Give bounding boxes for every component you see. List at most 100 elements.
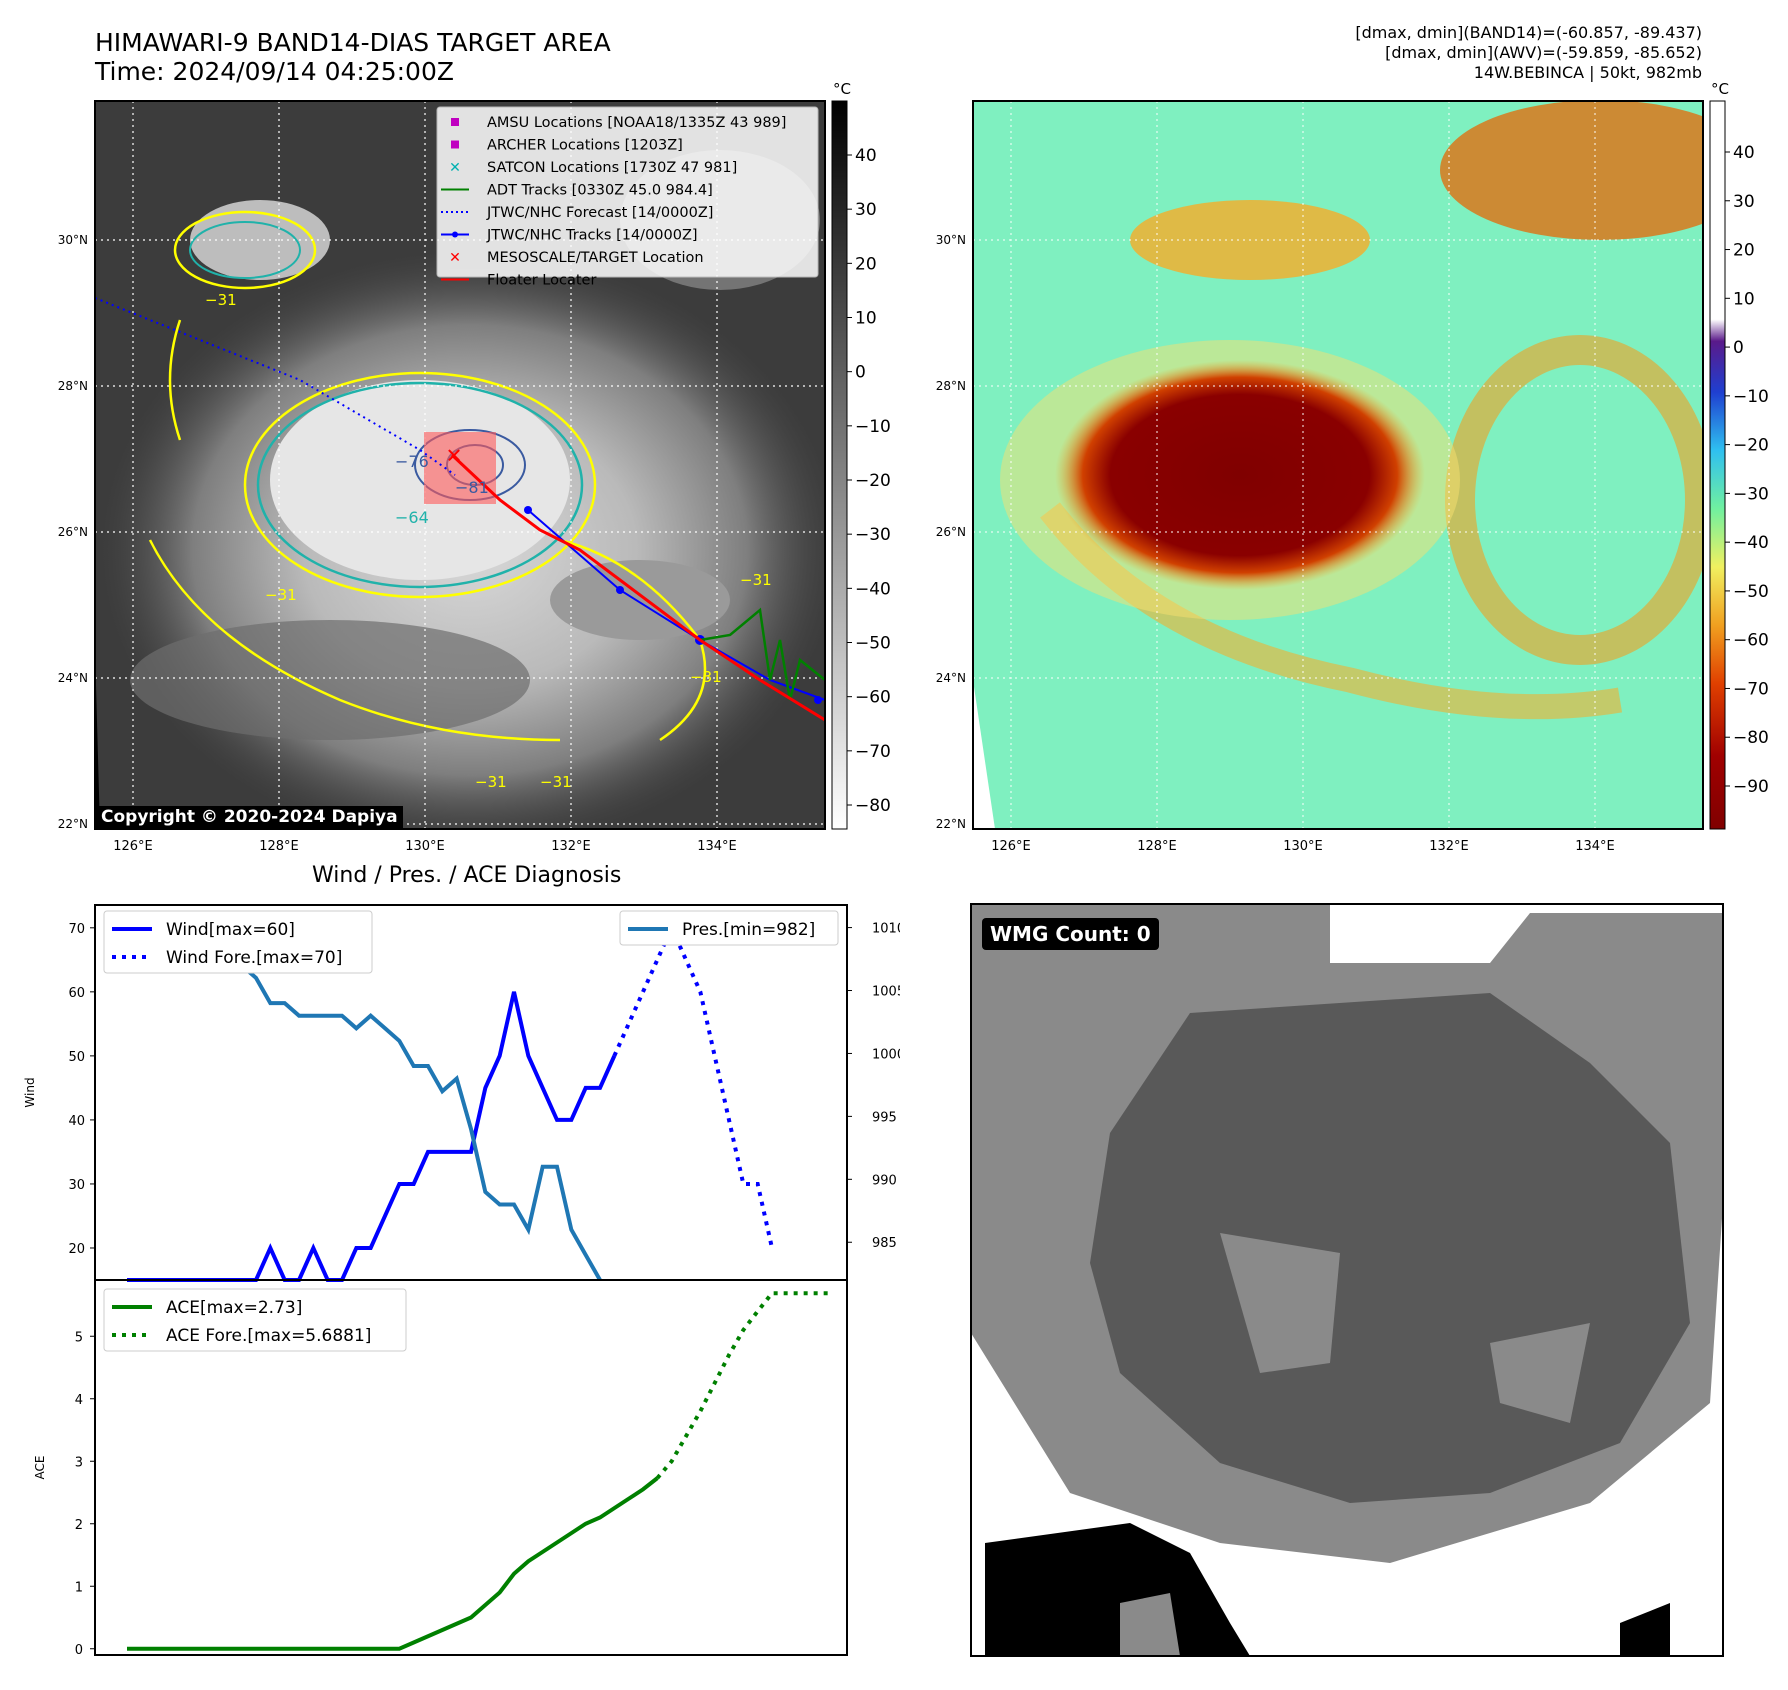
pressure-tick: 990 <box>872 1173 897 1188</box>
colorbar-tick: −80 <box>1733 728 1769 748</box>
lon-label: 128°E <box>259 839 299 854</box>
colorbar-unit: °C <box>1711 80 1729 98</box>
page-title: HIMAWARI-9 BAND14-DIAS TARGET AREA <box>95 28 611 57</box>
lon-label: 126°E <box>113 839 153 854</box>
lat-label: 30°N <box>936 233 966 247</box>
colorbar-tick: 0 <box>855 363 866 383</box>
contour-label: −64 <box>395 508 429 527</box>
lat-label: 26°N <box>58 525 88 539</box>
diagnosis-charts: 203040506070985990995100010051010WindPre… <box>23 904 900 1658</box>
legend-label: AMSU Locations [NOAA18/1335Z 43 989] <box>487 115 786 131</box>
contour-label: −31 <box>690 668 722 686</box>
colorbar-tick: −70 <box>1733 679 1769 699</box>
contour-teal <box>256 381 584 589</box>
colorbar-tick: 40 <box>1733 143 1755 163</box>
colorbar-tick: −20 <box>855 471 891 491</box>
wmg-panel <box>970 903 1724 1657</box>
colorbar-tick: 10 <box>855 309 877 329</box>
band14-info: [dmax, dmin](BAND14)=(-60.857, -89.437) <box>1355 23 1702 42</box>
contour-label: −31 <box>475 773 507 791</box>
target-area-box <box>424 432 496 504</box>
contour-yellow <box>243 371 597 599</box>
colorbar-tick: −30 <box>1733 484 1769 504</box>
ace-tick: 2 <box>75 1518 83 1533</box>
legend-ace-forecast: ACE Fore.[max=5.6881] <box>166 1326 371 1346</box>
ace-tick: 3 <box>75 1455 83 1470</box>
contour-label: −31 <box>540 773 572 791</box>
legend-label: ARCHER Locations [1203Z] <box>487 138 683 154</box>
lat-label: 24°N <box>936 671 966 685</box>
legend-label: SATCON Locations [1730Z 47 981] <box>487 160 737 176</box>
pressure-tick: 1000 <box>872 1047 900 1062</box>
colorbar-tick: −90 <box>1733 777 1769 797</box>
legend-label: MESOSCALE/TARGET Location <box>487 250 704 266</box>
legend-wind: Wind[max=60] <box>166 920 295 940</box>
floater-track <box>450 453 825 722</box>
colorbar-tick: 30 <box>1733 192 1755 212</box>
colorbar-tick: −10 <box>855 417 891 437</box>
legend-label: JTWC/NHC Tracks [14/0000Z] <box>486 228 698 244</box>
colorbar-tick: 20 <box>855 254 877 274</box>
pressure-tick: 1010 <box>872 922 900 937</box>
colorbar-unit: °C <box>833 80 851 98</box>
wmg-count-badge: WMG Count: 0 <box>982 918 1159 950</box>
lon-label: 134°E <box>1575 839 1615 854</box>
colorbar-tick: −60 <box>1733 631 1769 651</box>
lon-label: 130°E <box>405 839 445 854</box>
wind-axis-label: Wind <box>23 1077 37 1107</box>
lat-label: 22°N <box>58 817 88 831</box>
page-subtitle-time: Time: 2024/09/14 04:25:00Z <box>95 57 454 86</box>
lat-label: 28°N <box>936 379 966 393</box>
colorbar-tick: −70 <box>855 742 891 762</box>
ace-tick: 5 <box>75 1330 83 1345</box>
lon-label: 126°E <box>991 839 1031 854</box>
ace-axis-label: ACE <box>33 1456 47 1480</box>
colorbar-tick: −60 <box>855 688 891 708</box>
storm-info: 14W.BEBINCA | 50kt, 982mb <box>1473 63 1702 82</box>
contour-label: −31 <box>265 586 297 604</box>
colorbar-tick: −50 <box>1733 582 1769 602</box>
colorbar-tick: −20 <box>1733 436 1769 456</box>
right-awv-map: °C 403020100−10−20−30−40−50−60−70−80−90 … <box>936 80 1769 854</box>
wind-tick: 20 <box>68 1242 85 1257</box>
ace-series-line-0 <box>127 1476 659 1651</box>
ace-tick: 4 <box>75 1393 83 1408</box>
lon-label: 132°E <box>1429 839 1469 854</box>
wind-tick: 70 <box>68 922 85 937</box>
diagnosis-title: Wind / Pres. / ACE Diagnosis <box>312 863 622 888</box>
colorbar-tick: −10 <box>1733 387 1769 407</box>
legend-pressure: Pres.[min=982] <box>682 920 815 940</box>
contour-label: −31 <box>205 291 237 309</box>
colorbar-tick: 30 <box>855 200 877 220</box>
legend-label: JTWC/NHC Forecast [14/0000Z] <box>486 205 713 221</box>
left-ir-map: ✕ −31 −76 −81 −64 −31 −31 −31 −31 −31 AM… <box>58 80 891 854</box>
legend-marker: ✕ <box>449 250 461 266</box>
pressure-tick: 1005 <box>872 985 900 1000</box>
colorbar-tick: −30 <box>855 525 891 545</box>
contour-label: −81 <box>455 478 489 497</box>
series-line-2 <box>125 926 602 1281</box>
wind-tick: 60 <box>68 986 85 1001</box>
lon-label: 132°E <box>551 839 591 854</box>
map-legend: AMSU Locations [NOAA18/1335Z 43 989] ARCH… <box>436 106 819 289</box>
legend-marker <box>451 140 459 149</box>
lat-label: 28°N <box>58 379 88 393</box>
lon-label: 134°E <box>697 839 737 854</box>
lon-label: 130°E <box>1283 839 1323 854</box>
colorbar-tick: 0 <box>1733 338 1744 358</box>
wind-tick: 30 <box>68 1178 85 1193</box>
colorbar-tick: −50 <box>855 634 891 654</box>
legend-marker <box>451 118 459 126</box>
lat-label: 24°N <box>58 671 88 685</box>
left-colorbar <box>831 100 848 830</box>
lat-label: 30°N <box>58 233 88 247</box>
lon-label: 128°E <box>1137 839 1177 854</box>
series-line-0 <box>127 991 617 1282</box>
lat-label: 22°N <box>936 817 966 831</box>
ace-tick: 1 <box>75 1580 83 1595</box>
series-line-1 <box>612 922 774 1249</box>
pressure-tick: 985 <box>872 1236 897 1251</box>
ace-series-line-1 <box>655 1291 830 1480</box>
contour-label: −76 <box>395 452 429 471</box>
colorbar-tick: −40 <box>1733 533 1769 553</box>
